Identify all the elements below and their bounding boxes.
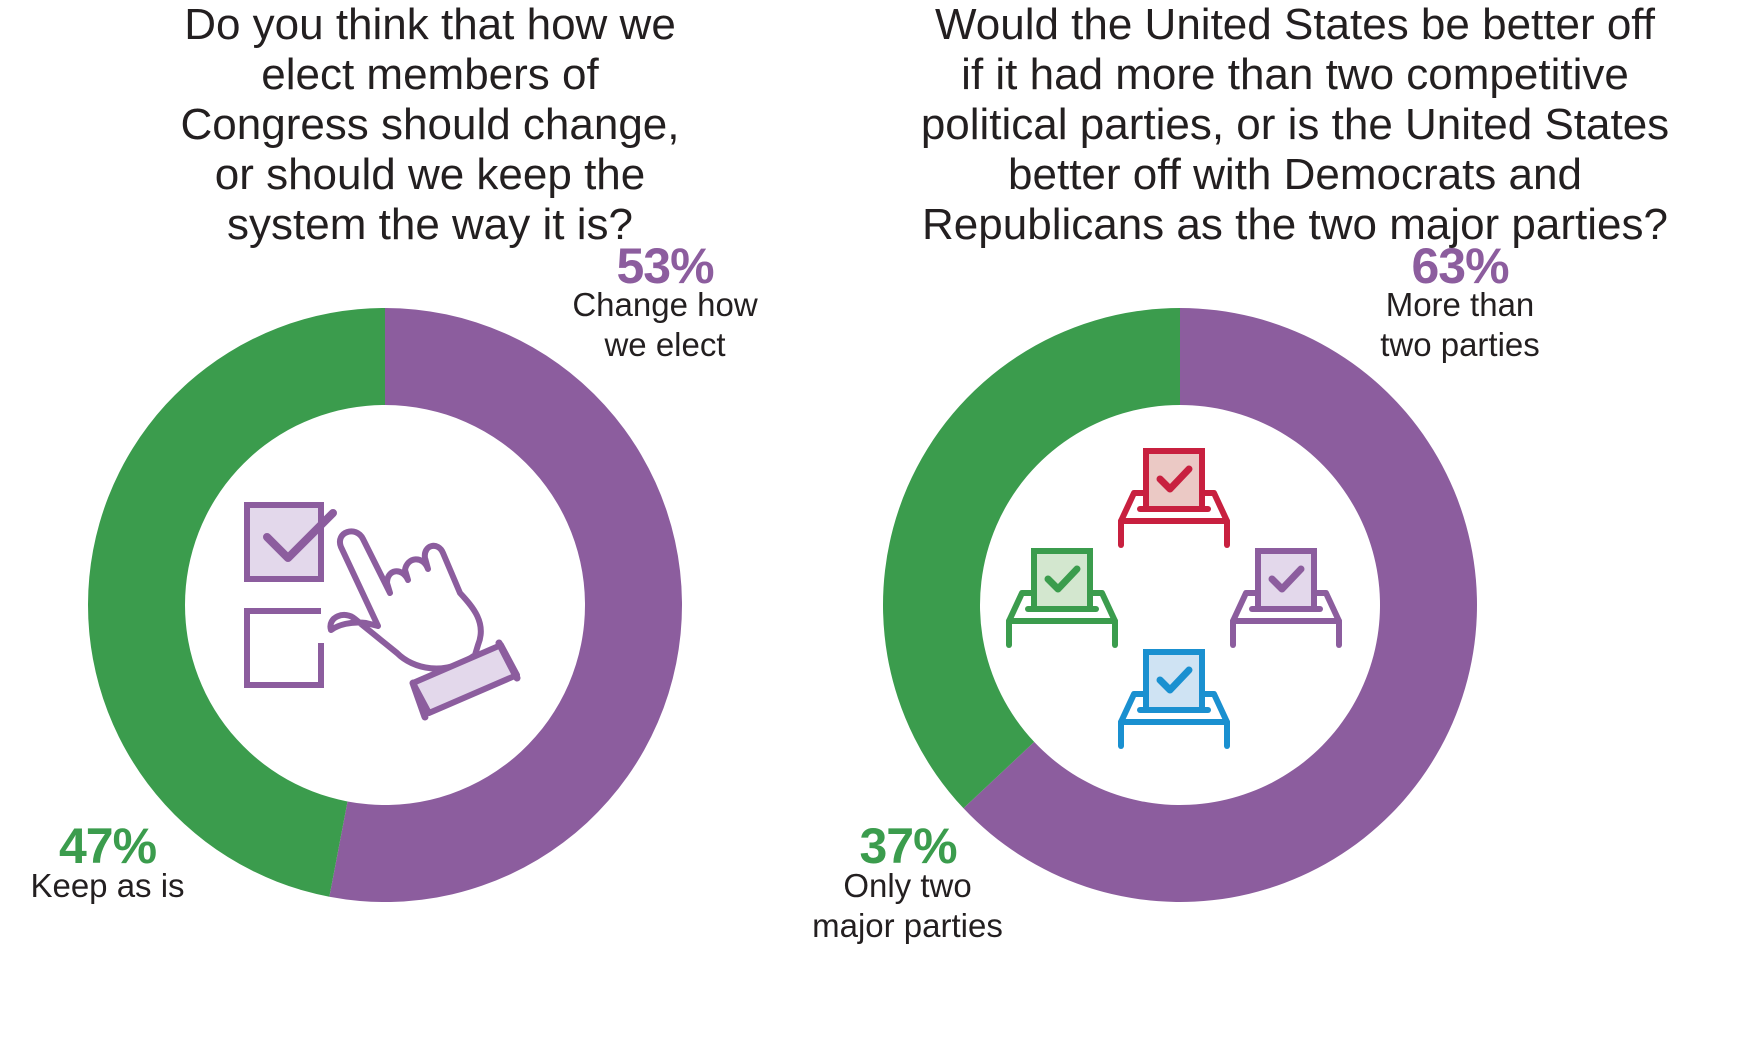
donut-chart (883, 308, 1477, 902)
slice-value-label: 47% (58, 818, 157, 874)
slice-value-label: 63% (1411, 238, 1509, 294)
chart-panel-left: Do you think that how we elect members o… (0, 0, 860, 1055)
checkbox-hand-icon (244, 502, 521, 721)
ballot-box-icon-blue (1118, 649, 1230, 749)
slice-value-label: 53% (616, 238, 714, 294)
donut-slice (329, 308, 683, 903)
chart-panel-right: Would the United States be better off if… (812, 0, 1750, 1055)
slice-value-label: 37% (859, 818, 957, 874)
donut-slice (963, 308, 1477, 902)
donut-slice (88, 308, 385, 897)
ballot-box-icon-purple (1230, 548, 1342, 648)
slice-category-label: More than two parties (1380, 286, 1540, 363)
ballot-box-icon-green (1006, 548, 1118, 648)
slice-category-label: Only two major parties (812, 867, 1003, 944)
slice-category-label: Change how we elect (572, 286, 758, 363)
slice-category-label: Keep as is (30, 867, 185, 904)
chart-title: Do you think that how we elect members o… (180, 0, 680, 249)
ballot-box-icon-red (1118, 448, 1230, 548)
ballot-boxes-icon (1006, 448, 1342, 749)
donut-slice (883, 308, 1180, 809)
chart-title: Would the United States be better off if… (920, 0, 1670, 249)
donut-chart (88, 308, 683, 903)
